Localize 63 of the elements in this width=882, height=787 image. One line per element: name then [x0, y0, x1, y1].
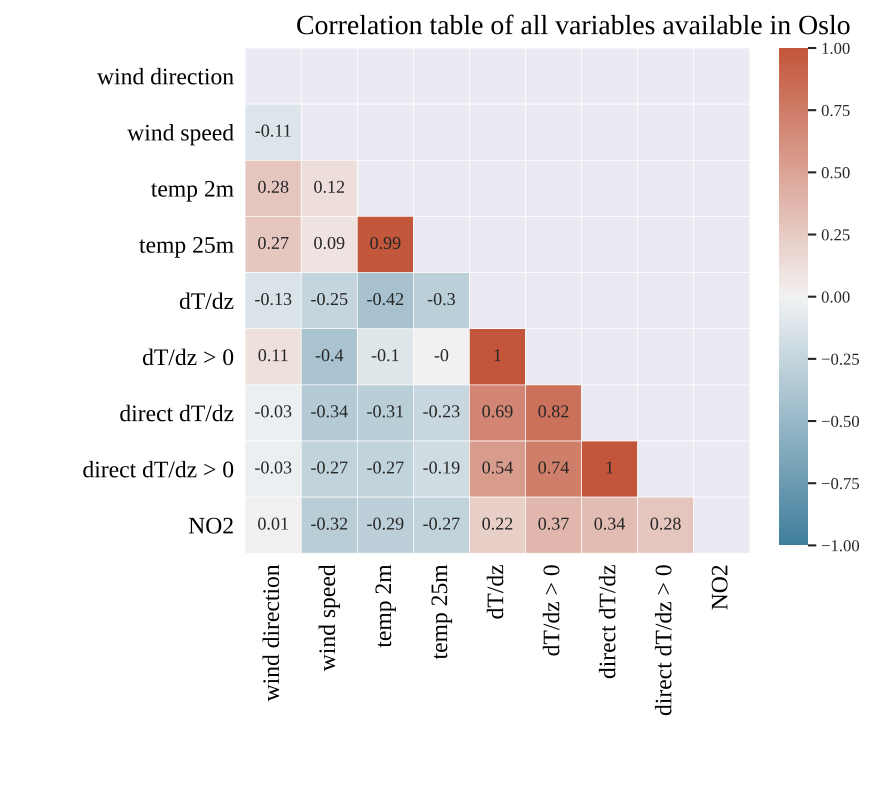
data-label: -0.03 — [255, 461, 292, 474]
x-tick-label: direct dT/dz > 0 — [654, 565, 672, 716]
data-label: 0.22 — [482, 518, 512, 530]
y-tick-label: dT/dz — [180, 292, 234, 310]
data-label: -0.42 — [367, 292, 404, 306]
color-bar-label: 0.50 — [822, 167, 850, 178]
y-tick-label: direct dT/dz — [120, 404, 234, 422]
data-label: -0.29 — [367, 518, 404, 530]
x-tick-label: temp 2m — [375, 564, 396, 648]
data-label: 0.11 — [258, 349, 288, 362]
data-label: -0.1 — [372, 349, 399, 362]
color-bar-label: 0.75 — [822, 104, 850, 116]
x-tick-label: dT/dz — [486, 565, 504, 619]
y-tick-label: wind speed — [127, 124, 234, 146]
data-label: -0.4 — [316, 349, 344, 362]
data-label: 0.27 — [258, 236, 289, 250]
data-label: -0.19 — [423, 461, 460, 474]
data-label: -0.23 — [423, 405, 460, 418]
data-label: -0.11 — [255, 124, 291, 137]
data-label: 0.12 — [314, 180, 344, 193]
data-label: 0.28 — [258, 180, 288, 193]
data-label: 1 — [494, 349, 501, 362]
color-bar-label: −0.75 — [822, 478, 860, 490]
data-label: 0.37 — [538, 518, 569, 530]
color-bar-label: 1.00 — [822, 42, 850, 54]
data-label: -0 — [434, 349, 448, 362]
data-label: -0.27 — [423, 518, 460, 530]
data-label: -0.03 — [255, 405, 292, 418]
data-label: 0.82 — [538, 405, 568, 418]
data-label: -0.25 — [311, 292, 348, 306]
data-label: 0.54 — [482, 461, 513, 474]
x-tick-label: NO2 — [712, 566, 728, 610]
data-label: -0.3 — [428, 292, 455, 306]
y-tick-label: direct dT/dz > 0 — [83, 460, 234, 478]
data-label: 1 — [606, 461, 613, 474]
data-label: 0.69 — [482, 405, 513, 418]
y-tick-label: NO2 — [188, 518, 233, 534]
color-bar-label: 0.00 — [822, 291, 850, 303]
y-tick-label: temp 25m — [139, 237, 234, 258]
y-tick-label: temp 2m — [151, 180, 234, 202]
data-label: -0.31 — [367, 405, 404, 418]
data-label: 0.09 — [314, 236, 344, 250]
data-label: 0.01 — [258, 518, 288, 530]
color-bar-label: 0.25 — [822, 229, 850, 241]
x-tick-label: wind speed — [318, 564, 340, 672]
x-tick-label: dT/dz > 0 — [542, 565, 560, 656]
data-label: -0.34 — [311, 405, 348, 418]
data-label: -0.27 — [367, 461, 404, 474]
color-bar-label: −0.25 — [822, 354, 860, 365]
data-label: -0.27 — [311, 461, 348, 474]
data-label: 0.99 — [370, 236, 400, 250]
data-label: 0.28 — [650, 518, 681, 530]
chart-title: Correlation table of all variables available in Oslo — [297, 14, 850, 34]
x-tick-label: temp 25m — [431, 564, 452, 660]
x-tick-label: direct dT/dz — [598, 565, 616, 678]
data-label: -0.32 — [311, 518, 348, 530]
data-label: -0.13 — [255, 292, 292, 306]
color-bar-label: −1.00 — [822, 540, 860, 552]
y-tick-label: wind direction — [97, 68, 234, 84]
y-tick-label: dT/dz > 0 — [142, 348, 234, 366]
data-label: 0.34 — [594, 518, 626, 530]
data-label: 0.74 — [538, 461, 570, 474]
color-bar-label: −0.50 — [822, 416, 860, 428]
